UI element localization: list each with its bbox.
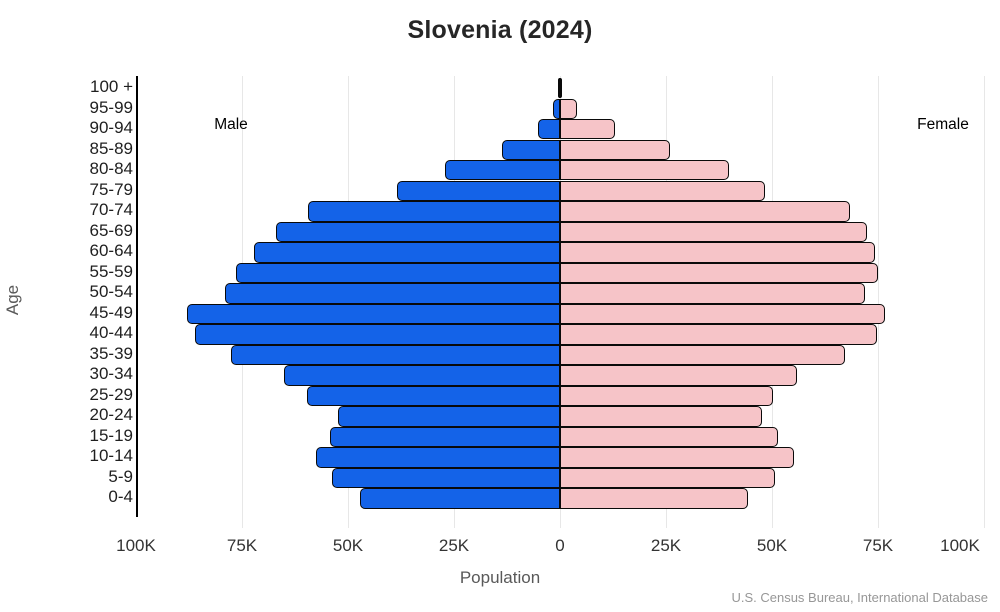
bar-male-35-39: [230, 344, 560, 366]
bar-female-55-59: [560, 262, 878, 284]
x-tick-label: 25K: [438, 536, 470, 555]
bar-male-60-64: [253, 242, 560, 263]
age-tick-label: 15-19: [89, 425, 133, 445]
bar-female-100: [560, 78, 563, 99]
bar-female-10-14: [560, 447, 795, 468]
gridline: [984, 76, 985, 528]
age-tick-label: 45-49: [89, 302, 133, 322]
bar-female-95-99: [560, 98, 577, 119]
bar-female-75-79: [560, 180, 766, 201]
x-tick-label: 75K: [862, 536, 894, 555]
bar-male-95-99: [553, 98, 560, 119]
age-tick-label: 55-59: [89, 261, 133, 281]
age-tick-label: 25-29: [89, 384, 133, 404]
bar-female-25-29: [560, 385, 773, 407]
bar-female-60-64: [560, 242, 876, 263]
gridline: [878, 76, 879, 528]
x-tick-label: 25K: [650, 536, 682, 555]
age-tick-label: 35-39: [89, 343, 133, 363]
bar-male-100: [558, 78, 560, 99]
age-tick-label: 85-89: [89, 138, 133, 158]
bar-male-0-4: [359, 488, 560, 509]
bar-male-20-24: [337, 406, 560, 427]
x-axis-caption: Population: [459, 568, 541, 587]
bar-male-65-69: [275, 221, 560, 243]
bar-male-50-54: [225, 283, 560, 304]
age-tick-label: 90-94: [89, 118, 133, 138]
bar-female-20-24: [560, 406, 762, 427]
bar-male-70-74: [308, 201, 560, 222]
bar-male-75-79: [397, 180, 560, 201]
age-tick-label: 5-9: [108, 466, 133, 486]
male-side-label: Male: [214, 116, 248, 133]
age-tick-label: 80-84: [89, 159, 133, 179]
bar-male-15-19: [330, 426, 560, 448]
age-tick-label: 50-54: [89, 282, 133, 302]
bar-female-70-74: [560, 201, 851, 222]
age-tick-label: 20-24: [89, 405, 133, 425]
bar-female-45-49: [560, 303, 886, 325]
x-tick-label: 100K: [116, 536, 156, 555]
bar-male-40-44: [194, 324, 560, 345]
bar-female-80-84: [560, 160, 730, 181]
bar-female-85-89: [560, 139, 670, 160]
x-tick-label: 50K: [332, 536, 364, 555]
chart-title: Slovenia (2024): [407, 16, 593, 44]
bar-male-10-14: [316, 447, 560, 468]
age-tick-label: 100 +: [89, 77, 133, 96]
age-tick-label: 70-74: [89, 200, 133, 220]
age-tick-label: 65-69: [89, 220, 133, 240]
bar-male-30-34: [283, 365, 560, 386]
age-tick-label: 0-4: [108, 487, 133, 507]
y-axis-caption: Age: [3, 284, 22, 316]
bar-female-35-39: [560, 344, 845, 366]
age-tick-label: 10-14: [89, 446, 133, 466]
x-tick-label: 75K: [226, 536, 258, 555]
bar-male-5-9: [331, 467, 560, 489]
bar-male-80-84: [445, 160, 560, 181]
bar-male-25-29: [306, 385, 560, 407]
source-attribution: U.S. Census Bureau, International Databa…: [731, 590, 988, 605]
bar-female-5-9: [560, 467, 775, 489]
bar-female-40-44: [560, 324, 878, 345]
x-tick-label: 50K: [756, 536, 788, 555]
bar-female-65-69: [560, 221, 867, 243]
bar-male-85-89: [501, 139, 560, 160]
y-axis-line: [136, 76, 138, 517]
bar-female-0-4: [560, 488, 748, 509]
female-side-label: Female: [917, 116, 969, 133]
age-tick-label: 95-99: [89, 97, 133, 117]
bar-male-90-94: [537, 119, 560, 140]
bar-female-15-19: [560, 426, 778, 448]
x-tick-label: 100K: [940, 536, 980, 555]
bar-male-45-49: [186, 303, 560, 325]
bar-male-55-59: [236, 262, 560, 284]
bar-female-50-54: [560, 283, 865, 304]
x-tick-label: 0: [555, 536, 565, 555]
age-tick-label: 75-79: [89, 179, 133, 199]
age-tick-label: 40-44: [89, 323, 133, 343]
bar-female-30-34: [560, 365, 798, 386]
bar-female-90-94: [560, 119, 616, 140]
age-tick-label: 30-34: [89, 364, 133, 384]
age-tick-label: 60-64: [89, 241, 133, 261]
